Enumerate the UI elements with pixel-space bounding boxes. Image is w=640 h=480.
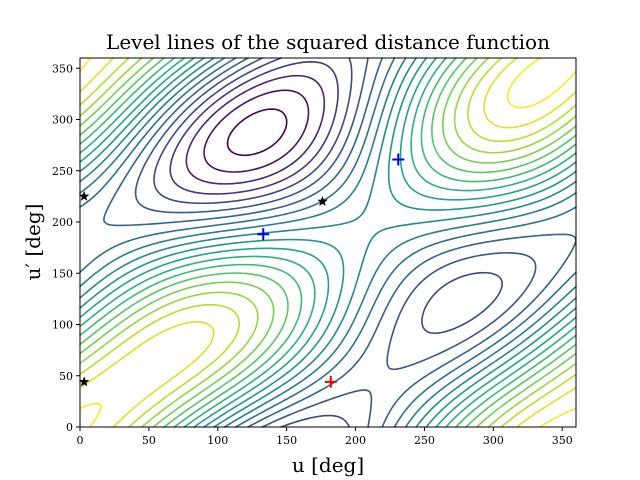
star-marker (78, 376, 90, 387)
y-tick-label: 150 (52, 267, 73, 280)
x-tick-label: 100 (207, 434, 228, 447)
y-tick-label: 250 (52, 165, 73, 178)
x-axis-ticks: 0 50 100 150 200 250 300 350 (77, 427, 573, 447)
contour-level (169, 61, 339, 195)
contour-level (185, 74, 326, 185)
contour-level (79, 57, 577, 428)
contour-level (79, 57, 577, 428)
contour-level (79, 57, 577, 428)
contour-level (79, 57, 577, 428)
point-markers (78, 153, 405, 388)
contour-level (79, 57, 577, 428)
x-axis-title: u [deg] (292, 453, 364, 477)
contour-level (79, 57, 577, 428)
y-axis-ticks: 0 50 100 150 200 250 300 350 (52, 62, 80, 434)
contour-level (79, 57, 577, 428)
y-axis-title: u′ [deg] (21, 204, 45, 281)
contour-level (203, 89, 310, 173)
x-tick-label: 250 (414, 434, 435, 447)
y-tick-label: 350 (52, 62, 73, 75)
plus-marker (392, 153, 405, 166)
plus-marker (324, 375, 337, 388)
plus-marker (257, 228, 270, 241)
y-tick-label: 200 (52, 216, 73, 229)
contour-level (79, 57, 577, 428)
contour-level (79, 57, 577, 428)
plot-frame (79, 57, 577, 428)
y-tick-label: 50 (59, 370, 73, 383)
contour-level (79, 57, 577, 428)
x-tick-label: 0 (77, 434, 84, 447)
y-tick-label: 100 (52, 319, 73, 332)
star-marker (317, 196, 328, 206)
y-tick-label: 0 (66, 421, 73, 434)
contour-level (226, 108, 288, 157)
x-tick-label: 150 (276, 434, 297, 447)
y-tick-label: 300 (52, 114, 73, 127)
contour-lines (79, 57, 577, 428)
x-tick-label: 350 (552, 434, 573, 447)
contour-level (79, 57, 577, 428)
contour-level (79, 57, 577, 428)
star-marker (78, 190, 90, 201)
x-tick-label: 200 (345, 434, 366, 447)
chart-title: Level lines of the squared distance func… (106, 30, 550, 54)
x-tick-label: 300 (483, 434, 504, 447)
x-tick-label: 50 (142, 434, 156, 447)
contour-level (79, 57, 577, 428)
